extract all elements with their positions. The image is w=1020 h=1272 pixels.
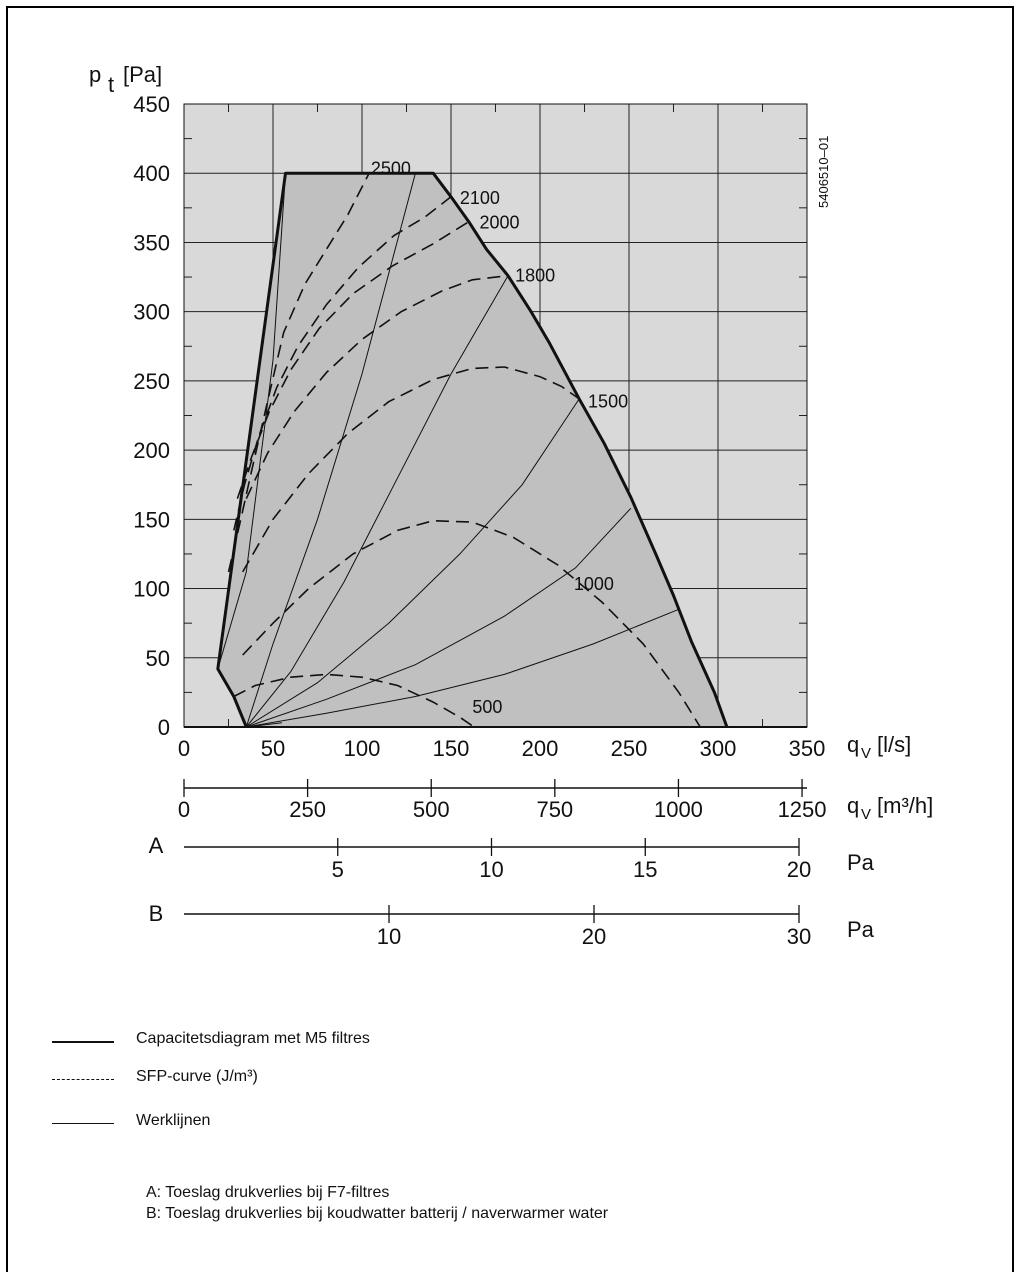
x-tick-label-350: 350 [789, 736, 826, 761]
x-tick-label-150: 150 [433, 736, 470, 761]
x2-axis-unit: [m³/h] [877, 793, 933, 818]
scale-a-tick-label-15: 15 [633, 857, 657, 882]
scale-b-tick-label-30: 30 [787, 924, 811, 949]
scale-a-unit: Pa [847, 850, 875, 875]
y-tick-label-400: 400 [133, 161, 170, 186]
x-axis-title: q [847, 732, 859, 757]
x-tick-label-200: 200 [522, 736, 559, 761]
x2-tick-label-500: 500 [413, 797, 450, 822]
work-line-5 [246, 507, 632, 728]
legend-label-work: Werklijnen [136, 1112, 211, 1129]
sfp-curve-2100 [233, 196, 452, 531]
work-line-swatch [52, 1123, 114, 1124]
capacity-line-swatch [52, 1041, 114, 1043]
legend-label-sfp: SFP-curve (J/m³) [136, 1068, 258, 1085]
scale-b-unit: Pa [847, 917, 875, 942]
capacity-curve [216, 171, 729, 728]
x2-tick-label-1000: 1000 [654, 797, 703, 822]
curve-label-2500: 2500 [371, 159, 411, 179]
work-line-2 [245, 173, 416, 728]
work-line-6 [246, 608, 679, 728]
x2-tick-label-1250: 1250 [778, 797, 827, 822]
sfp-curve-1800 [245, 274, 509, 499]
y-axis-unit: [Pa] [123, 62, 162, 87]
y-axis-title-sub: t [108, 72, 114, 97]
curve-label-1500: 1500 [588, 391, 628, 411]
work-line-3 [245, 275, 509, 728]
curve-label-500: 500 [472, 697, 502, 717]
x-tick-label-300: 300 [700, 736, 737, 761]
curve-label-1800: 1800 [515, 265, 555, 285]
x-tick-label-50: 50 [261, 736, 285, 761]
scale-a-label: A [149, 833, 164, 858]
scale-a-tick-label-20: 20 [787, 857, 811, 882]
sfp-curve-2500 [227, 172, 370, 573]
y-tick-label-450: 450 [133, 92, 170, 117]
y-tick-label-100: 100 [133, 577, 170, 602]
work-line-4 [246, 398, 580, 728]
x-tick-label-250: 250 [611, 736, 648, 761]
y-tick-label-350: 350 [133, 230, 170, 255]
curve-label-2000: 2000 [479, 213, 519, 233]
notes: A: Toeslag drukverlies bij F7-filtres B:… [146, 1182, 608, 1224]
note-a: A: Toeslag drukverlies bij F7-filtres [146, 1184, 390, 1201]
x-tick-label-100: 100 [344, 736, 381, 761]
scale-b-tick-label-10: 10 [377, 924, 401, 949]
x2-axis-title: q [847, 793, 859, 818]
sfp-curve-2000 [236, 221, 470, 499]
x2-tick-label-0: 0 [178, 797, 190, 822]
y-tick-label-150: 150 [133, 507, 170, 532]
note-b: B: Toeslag drukverlies bij koudwatter ba… [146, 1205, 609, 1222]
y-tick-label-200: 200 [133, 438, 170, 463]
scale-b-tick-label-20: 20 [582, 924, 606, 949]
x-axis-unit: [l/s] [877, 732, 911, 757]
scale-a-tick-label-10: 10 [479, 857, 503, 882]
operating-range-fill [217, 173, 727, 727]
x-tick-label-0: 0 [178, 736, 190, 761]
x2-axis-title-sub: V [861, 806, 871, 823]
x-axis-title-sub: V [861, 745, 871, 762]
legend-label-capacity: Capacitetsdiagram met M5 filtres [136, 1030, 370, 1047]
scale-a-tick-label-5: 5 [332, 857, 344, 882]
x2-tick-label-750: 750 [536, 797, 573, 822]
sfp-curve-1000 [242, 519, 701, 728]
sfp-line-swatch [52, 1079, 114, 1080]
curve-label-2100: 2100 [460, 188, 500, 208]
curve-label-1000: 1000 [574, 574, 614, 594]
y-axis-title: p [89, 62, 101, 87]
scale-b-label: B [149, 901, 164, 926]
figure-id: 5406510–01 [816, 136, 831, 208]
work-line-1 [217, 173, 286, 670]
x2-tick-label-250: 250 [289, 797, 326, 822]
y-tick-label-0: 0 [158, 715, 170, 740]
y-tick-label-250: 250 [133, 369, 170, 394]
y-tick-label-300: 300 [133, 300, 170, 325]
sfp-curve-500 [233, 673, 475, 728]
y-tick-label-50: 50 [146, 646, 170, 671]
